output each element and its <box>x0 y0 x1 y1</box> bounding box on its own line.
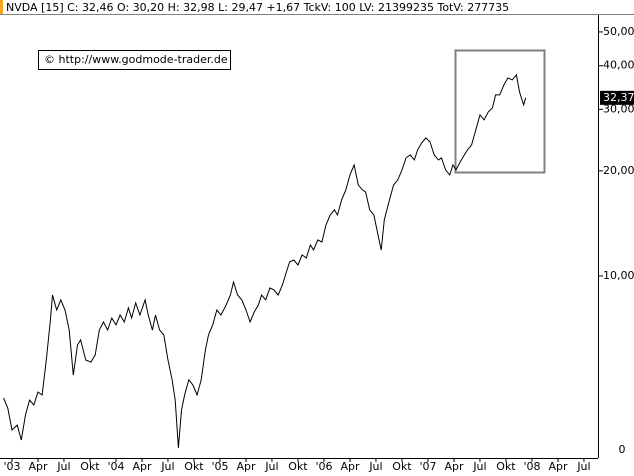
x-tick-label: Apr <box>132 460 152 473</box>
y-tick-label: 30,00 <box>603 102 634 115</box>
x-tick-label: Jul <box>472 460 486 473</box>
x-tick-label: '03 <box>3 460 20 473</box>
x-tick-label: Jul <box>576 460 590 473</box>
x-tick-label: Okt <box>80 460 100 473</box>
x-tick-label: Apr <box>444 460 464 473</box>
price-line <box>3 73 527 448</box>
x-tick-label: Okt <box>184 460 204 473</box>
watermark: © http://www.godmode-trader.de <box>44 53 228 66</box>
x-tick-label: Jul <box>160 460 174 473</box>
x-tick-label: '08 <box>523 460 540 473</box>
x-tick-label: Apr <box>340 460 360 473</box>
x-tick-label: '05 <box>211 460 228 473</box>
y-tick-label: 20,00 <box>603 164 634 177</box>
last-price-label: 32,37 <box>603 91 634 104</box>
x-tick-label: Apr <box>236 460 256 473</box>
x-tick-label: Apr <box>548 460 568 473</box>
watermark-box <box>38 50 231 70</box>
header-text: NVDA [15] C: 32,46 O: 30,20 H: 32,98 L: … <box>6 1 509 14</box>
highlight-box <box>454 49 546 174</box>
x-tick-label: Okt <box>496 460 516 473</box>
header-marker <box>0 0 3 14</box>
x-tick-label: Jul <box>56 460 70 473</box>
y-tick-label: 10,00 <box>603 269 634 282</box>
x-tick-label: Okt <box>392 460 412 473</box>
x-tick-label: '04 <box>107 460 124 473</box>
y-tick-label: 50,00 <box>603 25 634 38</box>
y-tick-label: 40,00 <box>603 59 634 72</box>
y-axis-bottom-label: 0 <box>619 443 626 456</box>
x-tick-label: Apr <box>28 460 48 473</box>
x-tick-label: Jul <box>368 460 382 473</box>
x-tick-label: Jul <box>264 460 278 473</box>
x-tick-label: '06 <box>315 460 332 473</box>
x-tick-label: Okt <box>288 460 308 473</box>
last-price-tag <box>600 90 634 105</box>
x-tick-label: '07 <box>419 460 436 473</box>
